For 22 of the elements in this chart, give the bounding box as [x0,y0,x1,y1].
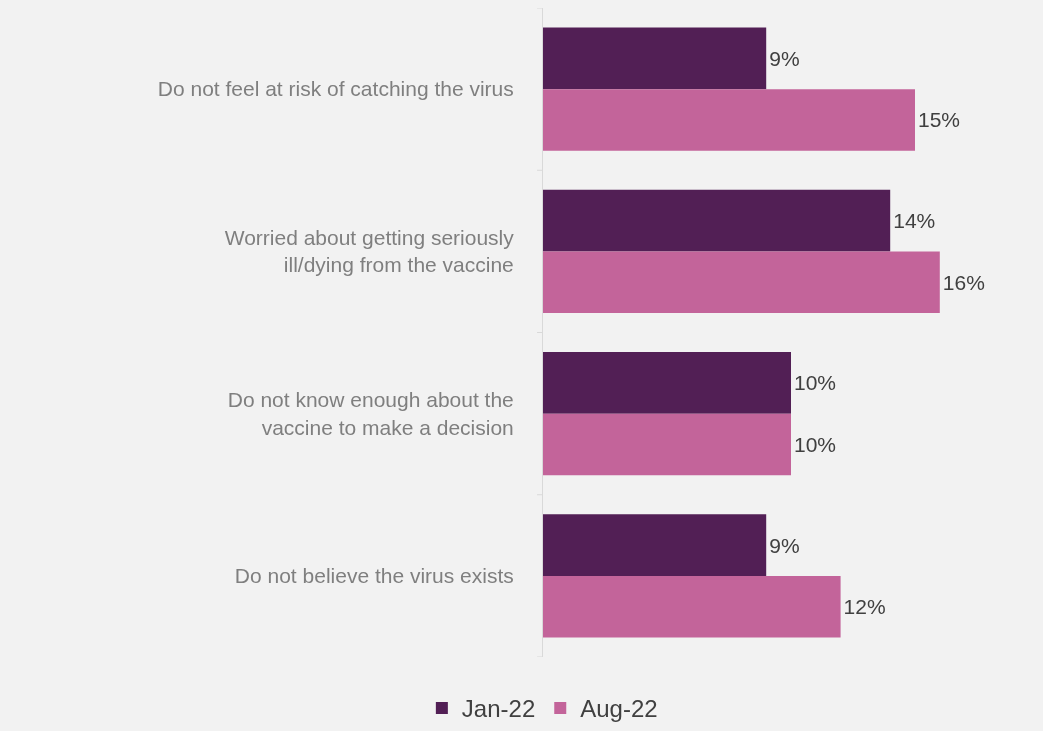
bar [543,413,791,476]
data-label: 9% [769,533,800,557]
y-tick-label: Do not believe the virus exists [234,564,514,588]
data-label: 9% [769,46,800,70]
data-label: 10% [794,371,837,395]
data-label: 14% [893,209,936,233]
bar [543,27,767,90]
y-tick-label: Do not feel at risk of catching the virus [157,77,514,101]
data-label: 10% [794,432,837,456]
bar [543,89,915,151]
data-label: 16% [942,270,985,294]
bar [543,351,791,414]
data-label: 15% [918,108,961,132]
legend-label: Aug-22 [580,695,658,723]
y-tick-label: Do not know enough about the vaccine to make a decision [227,388,514,439]
legend-label: Jan-22 [461,695,536,723]
bar [543,251,940,314]
bar [543,575,841,638]
data-label: 12% [843,595,886,619]
y-tick-label: Worried about getting seriously ill/dying from the vaccine [224,226,515,277]
bar [543,189,891,252]
bar [543,514,767,576]
